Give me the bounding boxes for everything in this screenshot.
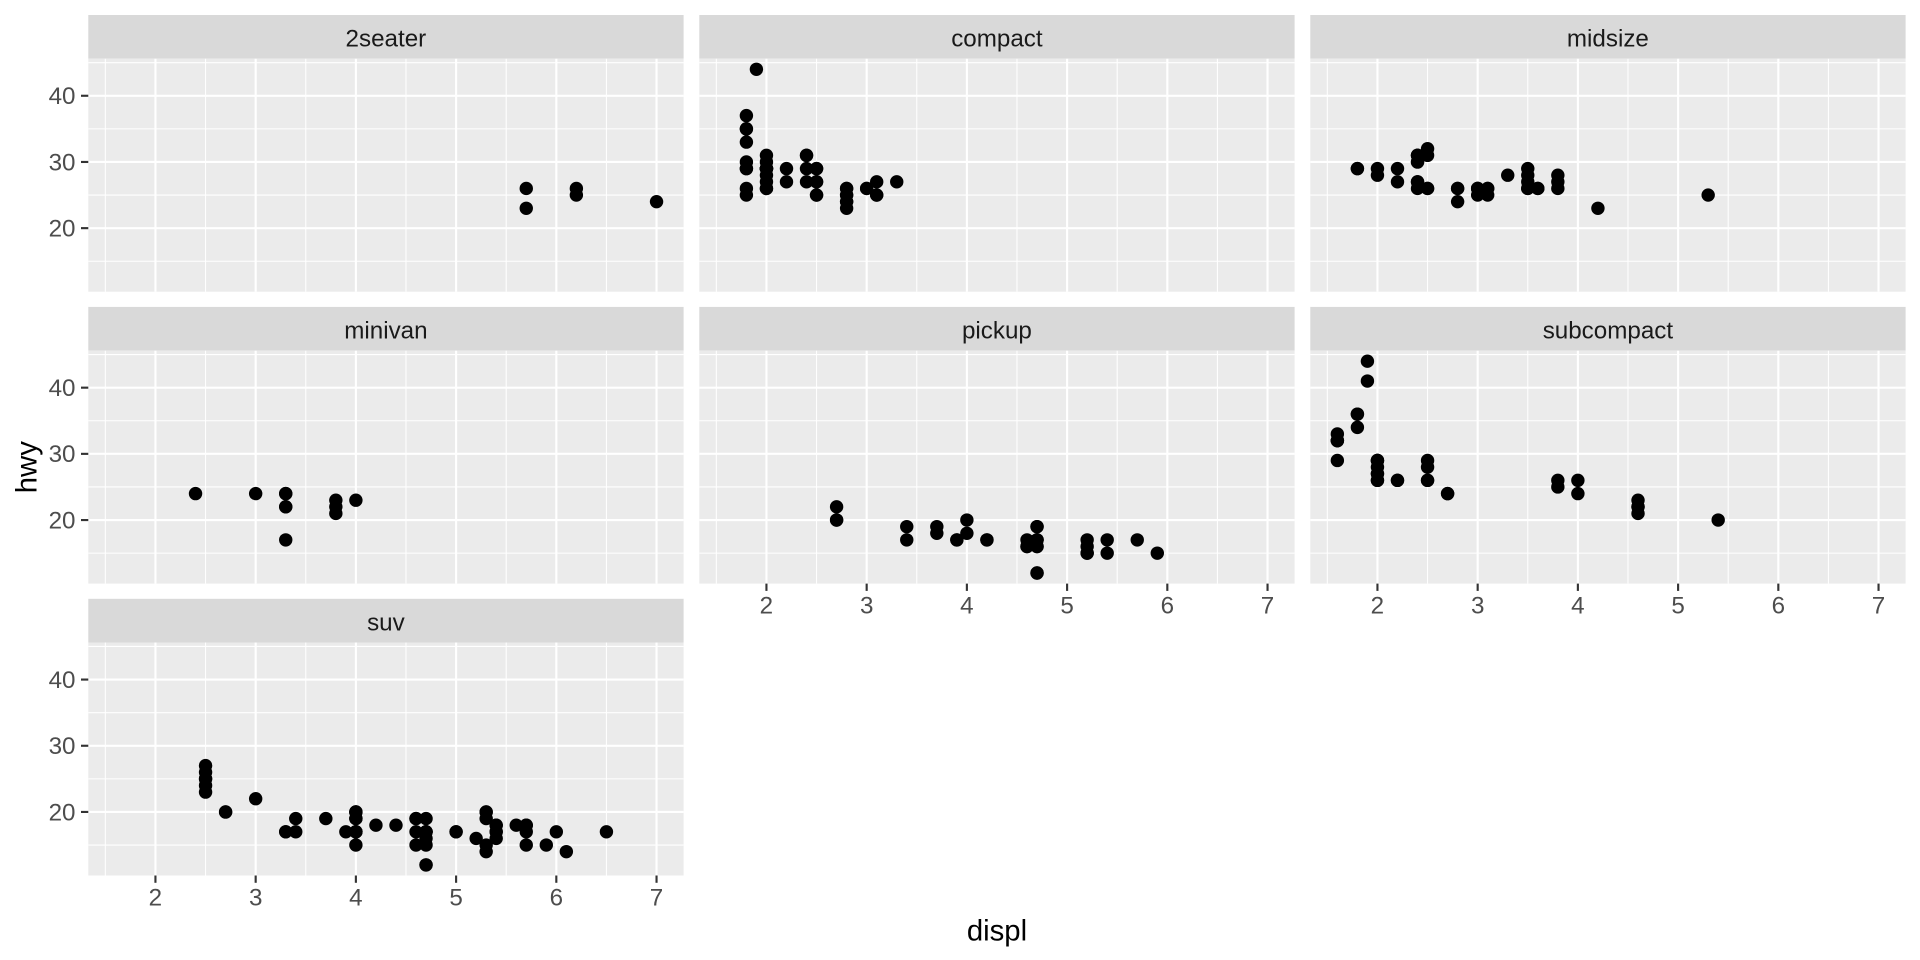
svg-text:minivan: minivan bbox=[344, 318, 427, 345]
svg-text:2: 2 bbox=[760, 593, 773, 620]
svg-text:6: 6 bbox=[1161, 593, 1174, 620]
svg-text:pickup: pickup bbox=[962, 318, 1032, 345]
svg-text:subcompact: subcompact bbox=[1543, 318, 1674, 345]
svg-text:7: 7 bbox=[650, 885, 663, 912]
svg-text:hwy: hwy bbox=[10, 441, 43, 493]
svg-text:4: 4 bbox=[1571, 593, 1584, 620]
svg-text:7: 7 bbox=[1872, 593, 1885, 620]
svg-text:midsize: midsize bbox=[1567, 26, 1649, 53]
svg-text:40: 40 bbox=[49, 83, 76, 110]
svg-text:6: 6 bbox=[1772, 593, 1785, 620]
svg-text:40: 40 bbox=[49, 667, 76, 694]
svg-text:20: 20 bbox=[49, 216, 76, 243]
svg-text:20: 20 bbox=[49, 507, 76, 534]
svg-text:3: 3 bbox=[1471, 593, 1484, 620]
svg-text:2: 2 bbox=[149, 885, 162, 912]
svg-text:5: 5 bbox=[1060, 593, 1073, 620]
svg-text:3: 3 bbox=[860, 593, 873, 620]
svg-text:30: 30 bbox=[49, 149, 76, 176]
svg-text:5: 5 bbox=[1671, 593, 1684, 620]
svg-text:7: 7 bbox=[1261, 593, 1274, 620]
svg-text:20: 20 bbox=[49, 799, 76, 826]
svg-text:40: 40 bbox=[49, 375, 76, 402]
svg-text:5: 5 bbox=[449, 885, 462, 912]
svg-text:4: 4 bbox=[960, 593, 973, 620]
svg-text:displ: displ bbox=[967, 914, 1027, 947]
svg-text:30: 30 bbox=[49, 733, 76, 760]
svg-text:4: 4 bbox=[349, 885, 362, 912]
svg-text:2seater: 2seater bbox=[346, 26, 427, 53]
svg-text:2: 2 bbox=[1371, 593, 1384, 620]
svg-text:suv: suv bbox=[367, 609, 406, 636]
svg-text:30: 30 bbox=[49, 441, 76, 468]
svg-text:3: 3 bbox=[249, 885, 262, 912]
svg-text:6: 6 bbox=[550, 885, 563, 912]
svg-text:compact: compact bbox=[951, 26, 1043, 53]
